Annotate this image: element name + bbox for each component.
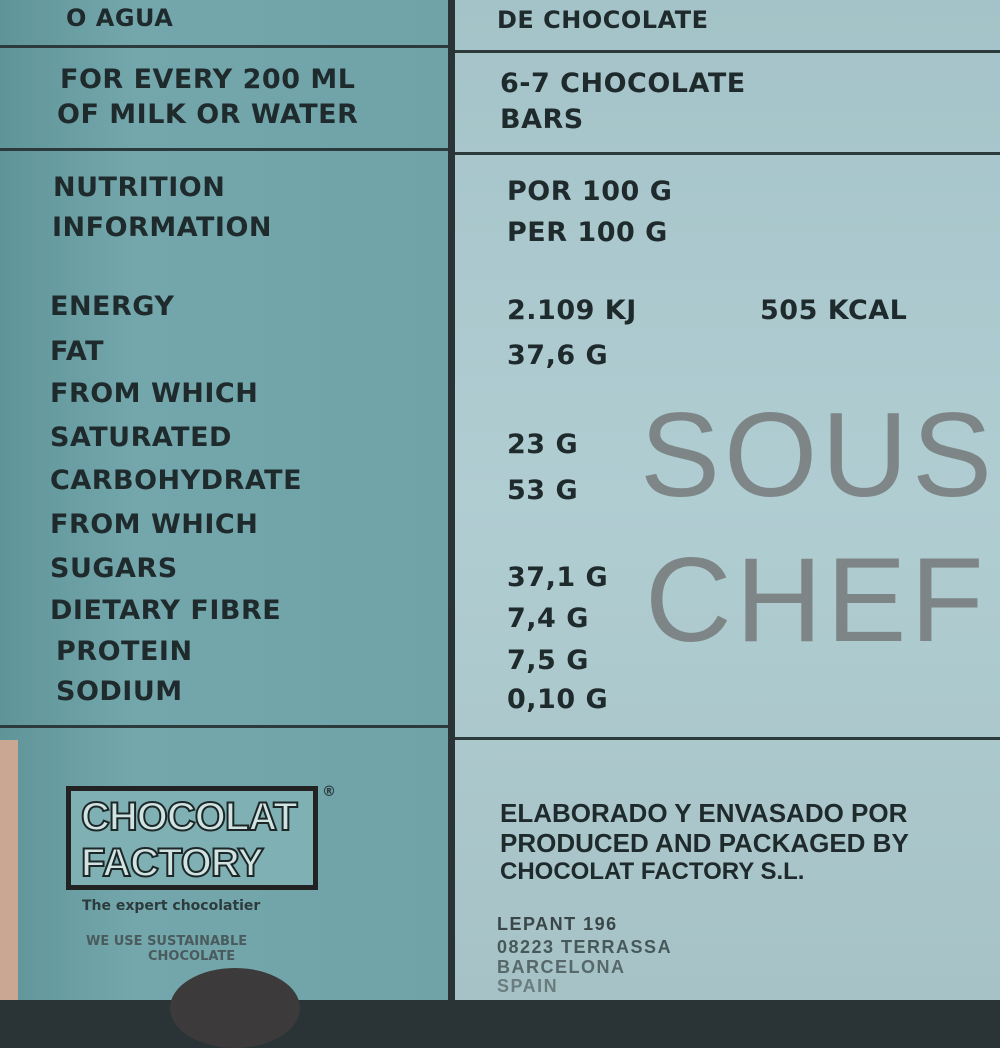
nutrient-label: PROTEIN (56, 636, 193, 667)
producer-text: ELABORADO Y ENVASADO POR (500, 798, 908, 828)
producer-text: PRODUCED AND PACKAGED BY (500, 828, 909, 858)
divider (455, 50, 1000, 53)
top-left-text: O AGUA (66, 4, 174, 32)
serving-amount: BARS (500, 104, 584, 135)
address-line: LEPANT 196 (497, 914, 618, 934)
address-line: 08223 TERRASSA (497, 937, 673, 957)
background-hand (0, 740, 18, 1000)
address-line: SPAIN (497, 976, 559, 996)
chocolate-image (170, 968, 300, 1048)
nutrient-label: CARBOHYDRATE (50, 465, 303, 496)
logo-text: CHOCOLAT (80, 794, 299, 840)
divider (455, 737, 1000, 740)
label-right-panel (455, 0, 1000, 1000)
nutrient-value: 0,10 G (507, 684, 609, 715)
nutrient-label: DIETARY FIBRE (50, 595, 282, 626)
nutrient-label: FROM WHICH (50, 509, 259, 540)
serving-text: OF MILK OR WATER (57, 99, 359, 130)
nutrient-label: SUGARS (50, 553, 178, 584)
nutrient-value-kcal: 505 KCAL (760, 295, 908, 326)
nutrient-value: 37,1 G (507, 562, 609, 593)
divider (0, 725, 448, 728)
nutrient-label: SODIUM (56, 676, 183, 707)
serving-amount: 6-7 CHOCOLATE (500, 68, 746, 99)
per-100g: POR 100 G (507, 176, 673, 207)
nutrient-label: SATURATED (50, 422, 232, 453)
watermark: CHEF (645, 533, 988, 667)
nutrient-value: 2.109 KJ (507, 295, 637, 326)
chocolat-factory-logo: CHOCOLAT FACTORY (66, 786, 318, 890)
nutrient-value: 37,6 G (507, 340, 609, 371)
nutrition-heading: NUTRITION (53, 172, 226, 203)
logo-text: FACTORY (80, 840, 265, 886)
nutrient-value: 53 G (507, 475, 579, 506)
nutrient-value: 7,5 G (507, 645, 589, 676)
sustainable-text: WE USE SUSTAINABLE (86, 934, 248, 949)
watermark: SOUS (640, 388, 997, 522)
nutrient-label: FROM WHICH (50, 378, 259, 409)
divider (455, 152, 1000, 155)
top-right-text: DE CHOCOLATE (497, 6, 709, 34)
nutrient-label: FAT (50, 336, 105, 367)
per-100g: PER 100 G (507, 217, 668, 248)
sustainable-text: CHOCOLATE (148, 949, 236, 964)
divider (0, 45, 448, 48)
tagline: The expert chocolatier (82, 898, 261, 914)
nutrient-value: 7,4 G (507, 603, 589, 634)
nutrient-label: ENERGY (50, 291, 175, 322)
registered-mark: ® (322, 784, 336, 800)
serving-text: FOR EVERY 200 ML (60, 64, 356, 95)
nutrition-heading: INFORMATION (52, 212, 273, 243)
nutrient-value: 23 G (507, 429, 579, 460)
producer-text: CHOCOLAT FACTORY S.L. (500, 858, 805, 885)
address-line: BARCELONA (497, 957, 626, 977)
divider (0, 148, 448, 151)
